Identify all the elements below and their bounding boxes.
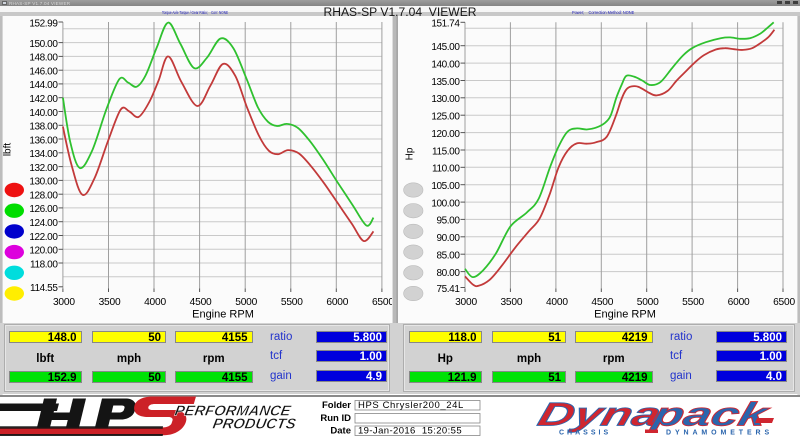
svg-text:4000: 4000	[144, 297, 166, 308]
svg-text:140.00: 140.00	[431, 59, 460, 70]
svg-text:142.00: 142.00	[29, 94, 58, 105]
svg-text:120.00: 120.00	[29, 246, 58, 257]
svg-text:3500: 3500	[500, 297, 522, 308]
svg-text:4500: 4500	[190, 297, 212, 308]
svg-text:Dyna: Dyna	[534, 396, 665, 433]
svg-text:5000: 5000	[235, 297, 257, 308]
svg-text:85.00: 85.00	[436, 251, 460, 262]
svg-text:105.00: 105.00	[431, 181, 460, 192]
svg-text:HPS Chrysler200_24L: HPS Chrysler200_24L	[358, 400, 464, 411]
svg-text:5500: 5500	[682, 297, 704, 308]
svg-text:134.00: 134.00	[29, 149, 58, 160]
svg-text:145.00: 145.00	[431, 42, 460, 53]
svg-text:130.00: 130.00	[29, 177, 58, 188]
svg-text:5500: 5500	[281, 297, 303, 308]
svg-text:19-Jan-2016 15:20:55: 19-Jan-2016 15:20:55	[358, 425, 462, 436]
svg-text:95.00: 95.00	[436, 216, 460, 227]
svg-text:126.00: 126.00	[29, 204, 58, 215]
svg-text:75.41: 75.41	[436, 284, 460, 295]
svg-text:Hp: Hp	[405, 147, 416, 160]
svg-text:151.74: 151.74	[431, 19, 460, 30]
svg-text:152.99: 152.99	[29, 18, 58, 29]
svg-text:132.00: 132.00	[29, 163, 58, 174]
svg-text:CHASSIS: CHASSIS	[559, 429, 611, 436]
svg-text:PERFORMANCE: PERFORMANCE	[173, 403, 293, 419]
svg-text:122.00: 122.00	[29, 232, 58, 243]
svg-text:146.00: 146.00	[29, 67, 58, 78]
svg-text:150.00: 150.00	[29, 39, 58, 50]
svg-text:6000: 6000	[728, 297, 750, 308]
svg-text:3000: 3000	[455, 297, 477, 308]
svg-text:Folder: Folder	[322, 400, 351, 411]
svg-text:6500: 6500	[372, 297, 394, 308]
svg-text:120.00: 120.00	[431, 129, 460, 140]
svg-text:80.00: 80.00	[436, 268, 460, 279]
svg-text:Engine RPM: Engine RPM	[594, 309, 656, 321]
svg-text:125.00: 125.00	[431, 112, 460, 123]
svg-text:148.00: 148.00	[29, 53, 58, 64]
svg-text:90.00: 90.00	[436, 233, 460, 244]
svg-text:Date: Date	[330, 425, 351, 436]
svg-text:130.00: 130.00	[431, 94, 460, 105]
svg-text:6500: 6500	[773, 297, 795, 308]
svg-text:115.00: 115.00	[432, 146, 460, 157]
svg-text:110.00: 110.00	[432, 164, 460, 175]
svg-text:3000: 3000	[53, 297, 75, 308]
svg-text:DYNAMOMETERS: DYNAMOMETERS	[666, 429, 773, 436]
svg-text:3500: 3500	[99, 297, 121, 308]
svg-text:Engine RPM: Engine RPM	[192, 309, 254, 321]
svg-text:128.00: 128.00	[29, 191, 58, 202]
svg-text:114.55: 114.55	[30, 283, 58, 294]
svg-text:4500: 4500	[591, 297, 613, 308]
svg-text:138.00: 138.00	[29, 122, 58, 133]
svg-text:Run ID: Run ID	[320, 413, 351, 424]
svg-text:5000: 5000	[637, 297, 659, 308]
svg-text:124.00: 124.00	[29, 218, 58, 229]
svg-text:144.00: 144.00	[29, 80, 58, 91]
svg-text:136.00: 136.00	[29, 135, 58, 146]
svg-text:lbft: lbft	[3, 143, 14, 157]
svg-text:PRODUCTS: PRODUCTS	[211, 416, 297, 432]
svg-text:140.00: 140.00	[29, 108, 58, 119]
svg-text:135.00: 135.00	[431, 77, 460, 88]
svg-text:118.00: 118.00	[30, 259, 58, 270]
svg-text:pack: pack	[648, 396, 775, 433]
svg-text:100.00: 100.00	[431, 198, 460, 209]
svg-text:6000: 6000	[326, 297, 348, 308]
svg-text:4000: 4000	[546, 297, 568, 308]
